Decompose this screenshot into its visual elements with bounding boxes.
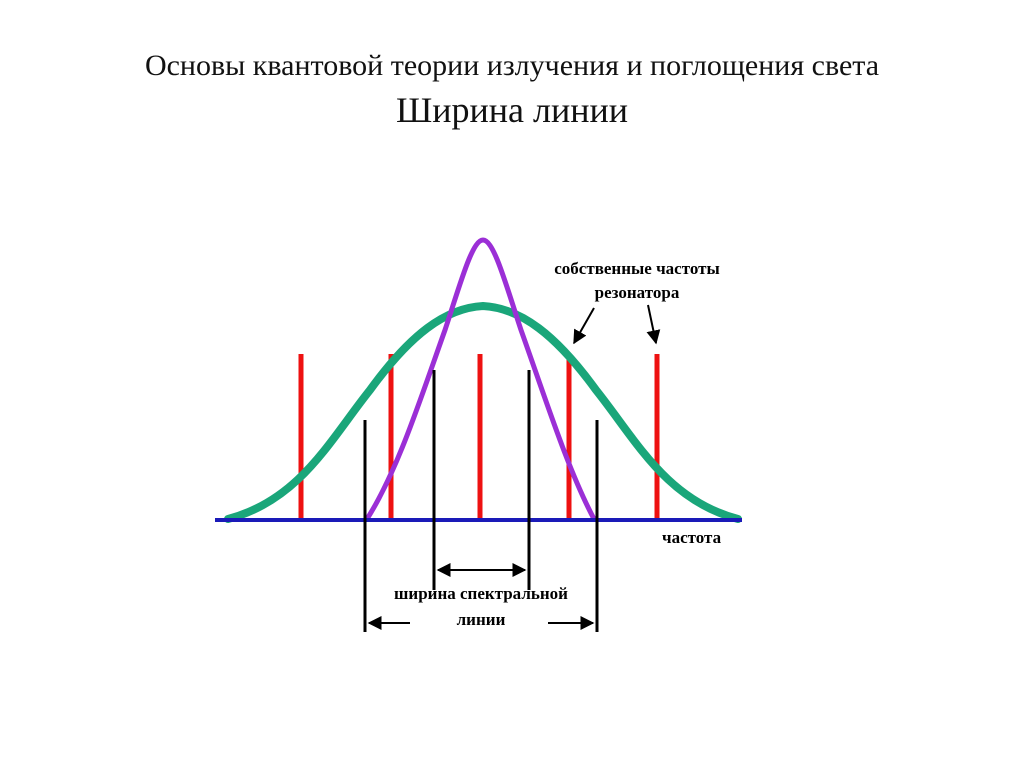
- resonator-pointer-arrow-2: [646, 304, 661, 345]
- resonator-label-line1: собственные частоты: [554, 259, 719, 278]
- resonator-frequency-lines: [298, 354, 660, 521]
- frequency-axis-label: частота: [662, 528, 722, 547]
- width-marker-lines: [363, 370, 599, 632]
- narrow-spectral-curve: [364, 237, 597, 522]
- slide-title-block: Основы квантовой теории излучения и погл…: [0, 46, 1024, 134]
- resonator-label-line2: резонатора: [595, 283, 680, 302]
- slide-subtitle: Ширина линии: [395, 90, 629, 130]
- wide-gain-curve: [224, 301, 742, 523]
- slide-title: Основы квантовой теории излучения и погл…: [144, 49, 880, 82]
- resonator-pointer-arrow-1: [573, 307, 595, 345]
- width-label-line2: линии: [457, 610, 506, 629]
- width-label-line1: ширина спектральной: [394, 584, 568, 603]
